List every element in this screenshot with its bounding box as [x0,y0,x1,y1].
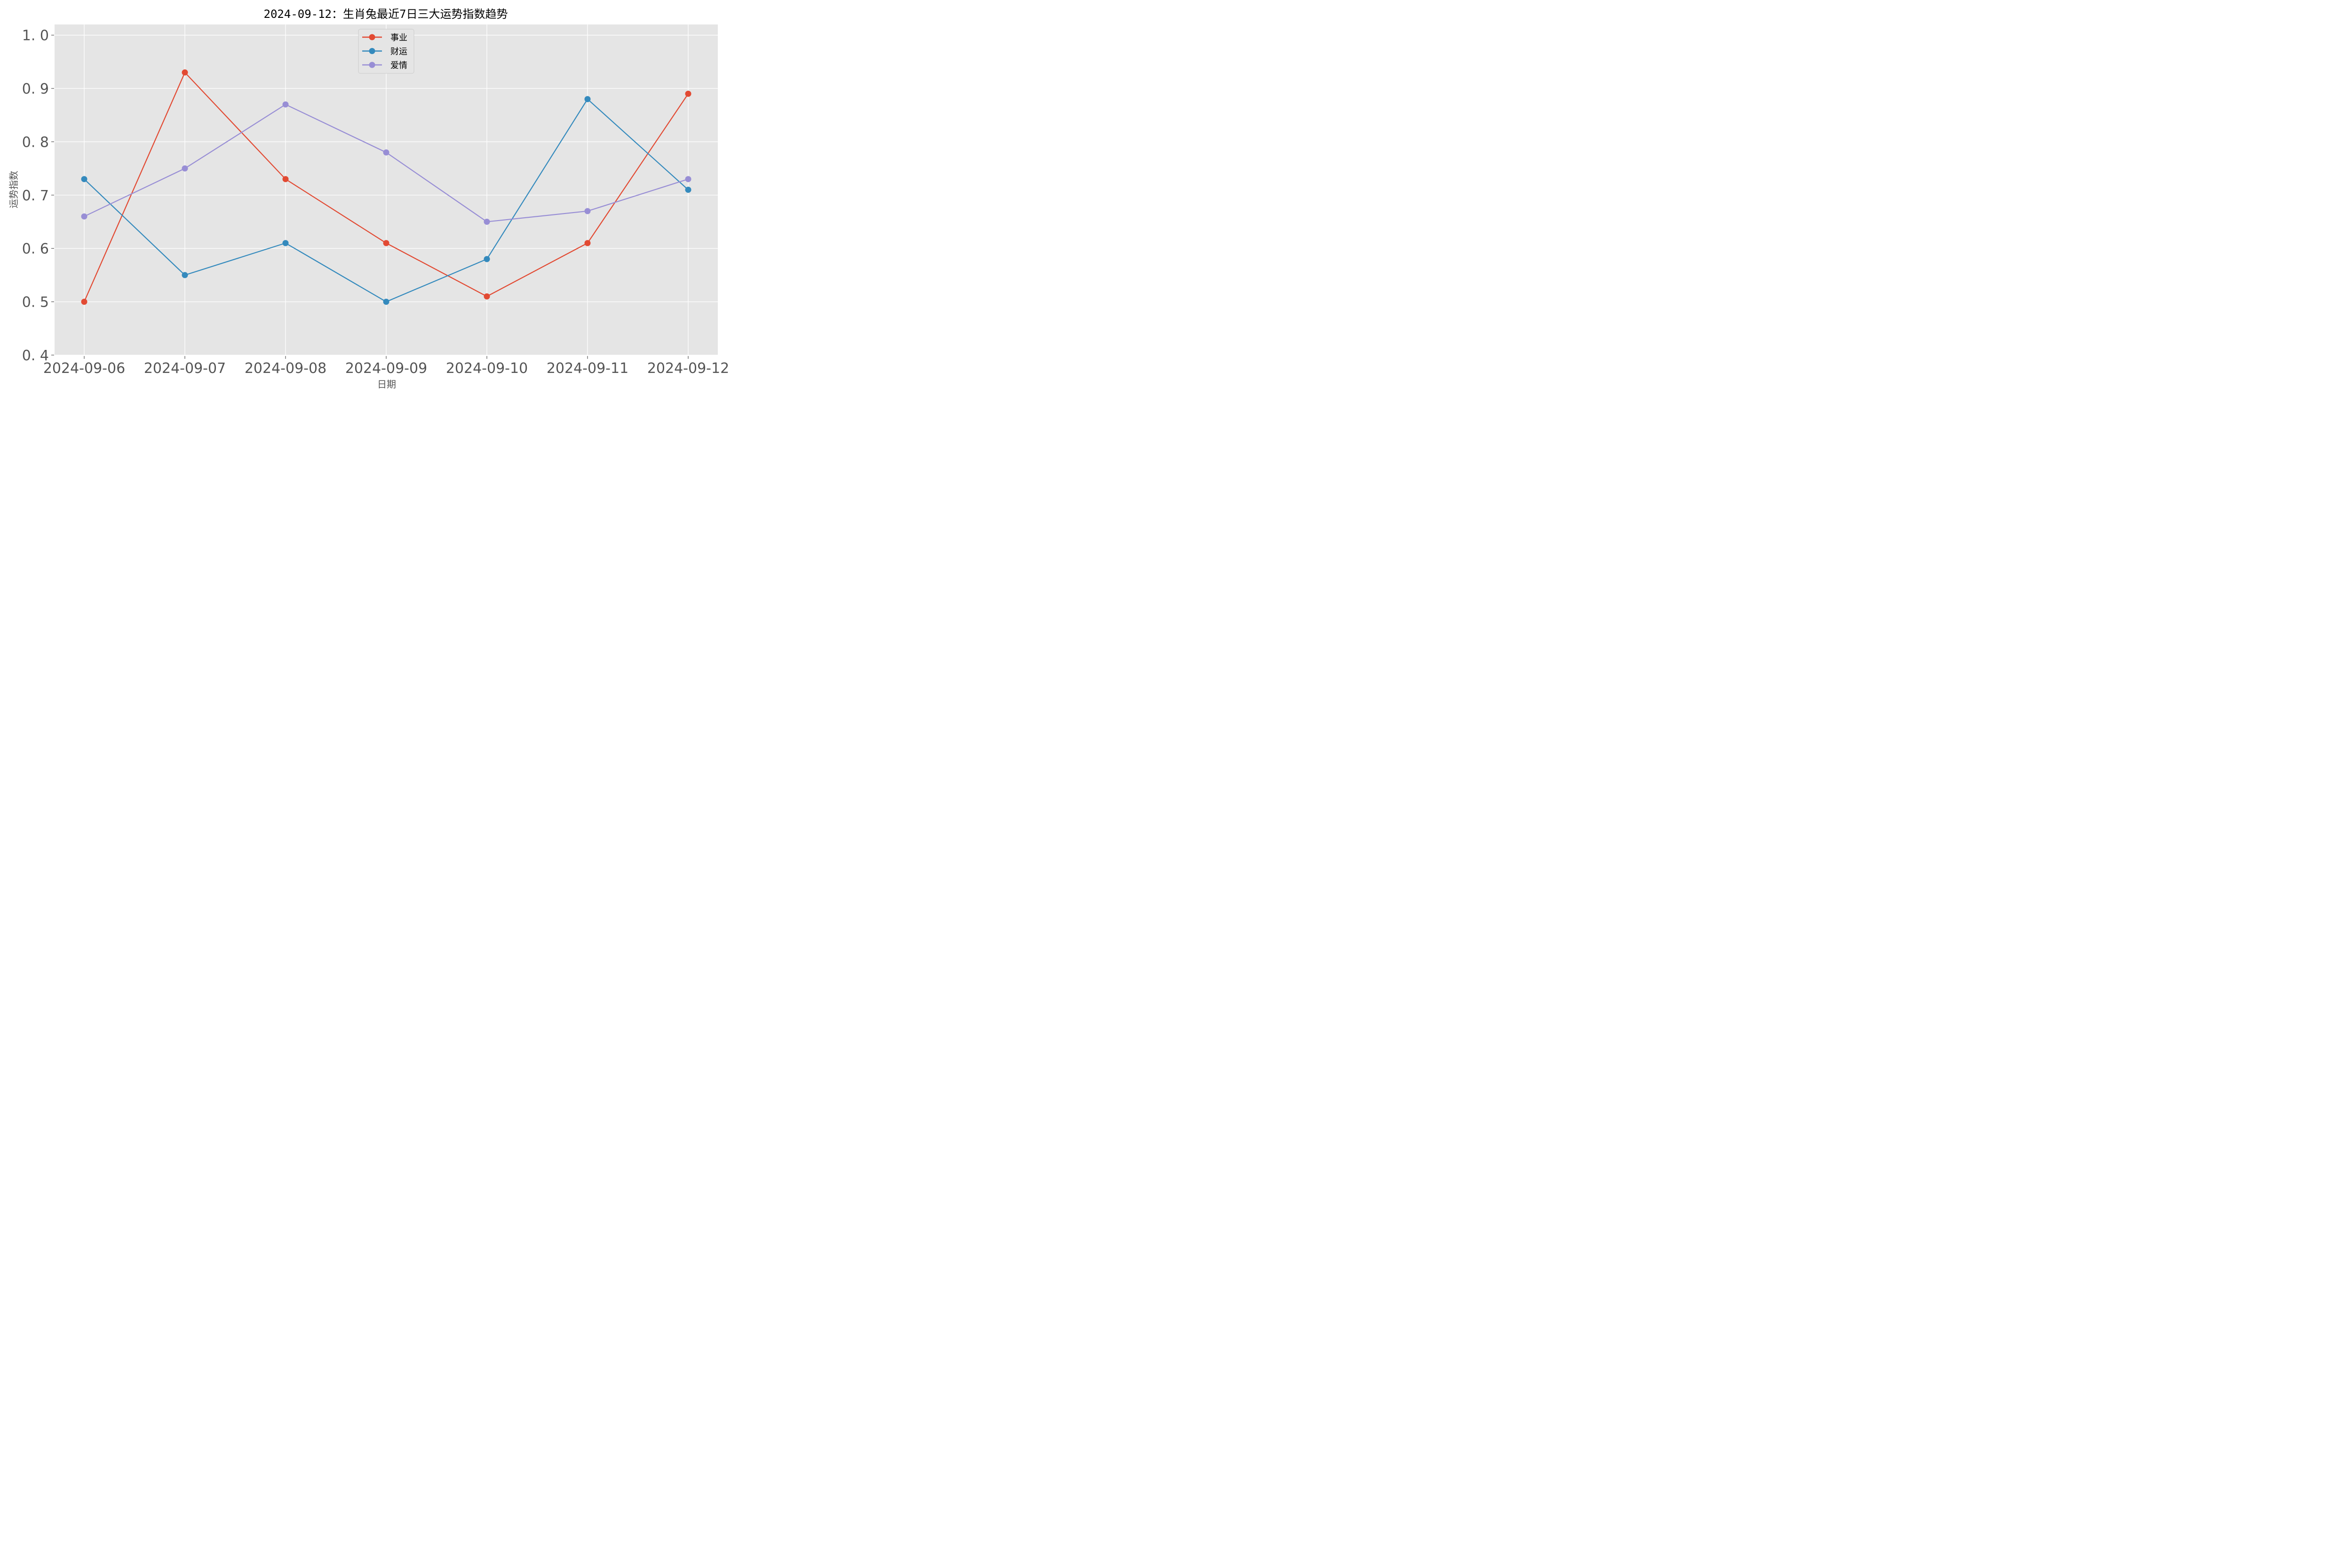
data-point [182,69,188,76]
y-tick-label: 0. 9 [22,81,49,97]
y-tick-label: 0. 7 [22,188,49,204]
legend-item: 事业 [362,33,407,43]
legend-label: 财运 [390,47,407,57]
y-axis-label: 运势指数 [8,171,19,208]
x-axis: 2024-09-06 2024-09-07 2024-09-08 2024-09-09… [43,356,729,377]
legend-marker-icon [369,62,375,68]
data-point [685,90,691,97]
data-point [584,96,591,103]
y-tick-label: 0. 5 [22,294,49,311]
data-point [383,299,389,305]
x-tick-label: 2024-09-12 [647,360,729,377]
chart-title: 2024-09-12：生肖兔最近7日三大运势指数趋势 [264,8,508,21]
x-tick-label: 2024-09-08 [245,360,326,377]
series-2 [81,101,691,225]
data-point [484,256,490,262]
data-point [81,213,87,220]
y-axis: 0. 4 0. 5 0. 6 0. 7 0. 8 0. 9 1. 0 [22,28,54,364]
series-0 [81,69,691,305]
data-point [484,293,490,300]
data-point [383,240,389,246]
x-tick-label: 2024-09-10 [446,360,528,377]
line-chart: 2024-09-12：生肖兔最近7日三大运势指数趋势 0. 40. 50. 60… [8,8,729,390]
data-point [282,176,289,182]
legend-label: 爱情 [390,61,407,71]
legend-item: 爱情 [362,61,407,71]
data-point [685,187,691,193]
x-tick-label: 2024-09-06 [43,360,125,377]
data-point [81,176,87,182]
legend-marker-icon [369,34,375,40]
y-tick-label: 0. 8 [22,134,49,150]
x-tick-label: 2024-09-07 [144,360,226,377]
data-point [282,240,289,246]
legend-label: 事业 [390,33,407,43]
data-point [484,219,490,225]
data-point [685,176,691,182]
data-point [383,149,389,156]
x-tick-label: 2024-09-11 [547,360,628,377]
data-point [182,165,188,172]
legend-item: 财运 [362,47,407,57]
y-tick-label: 0. 4 [22,348,49,364]
data-point [282,101,289,108]
x-axis-label: 日期 [377,379,396,390]
data-point [584,208,591,214]
data-point [81,299,87,305]
y-tick-label: 0. 6 [22,241,49,257]
series-lines [81,69,691,305]
y-tick-label: 1. 0 [22,28,49,44]
legend-marker-icon [369,48,375,54]
data-point [182,272,188,278]
data-point [584,240,591,246]
x-tick-label: 2024-09-09 [345,360,427,377]
series-1 [81,96,691,305]
